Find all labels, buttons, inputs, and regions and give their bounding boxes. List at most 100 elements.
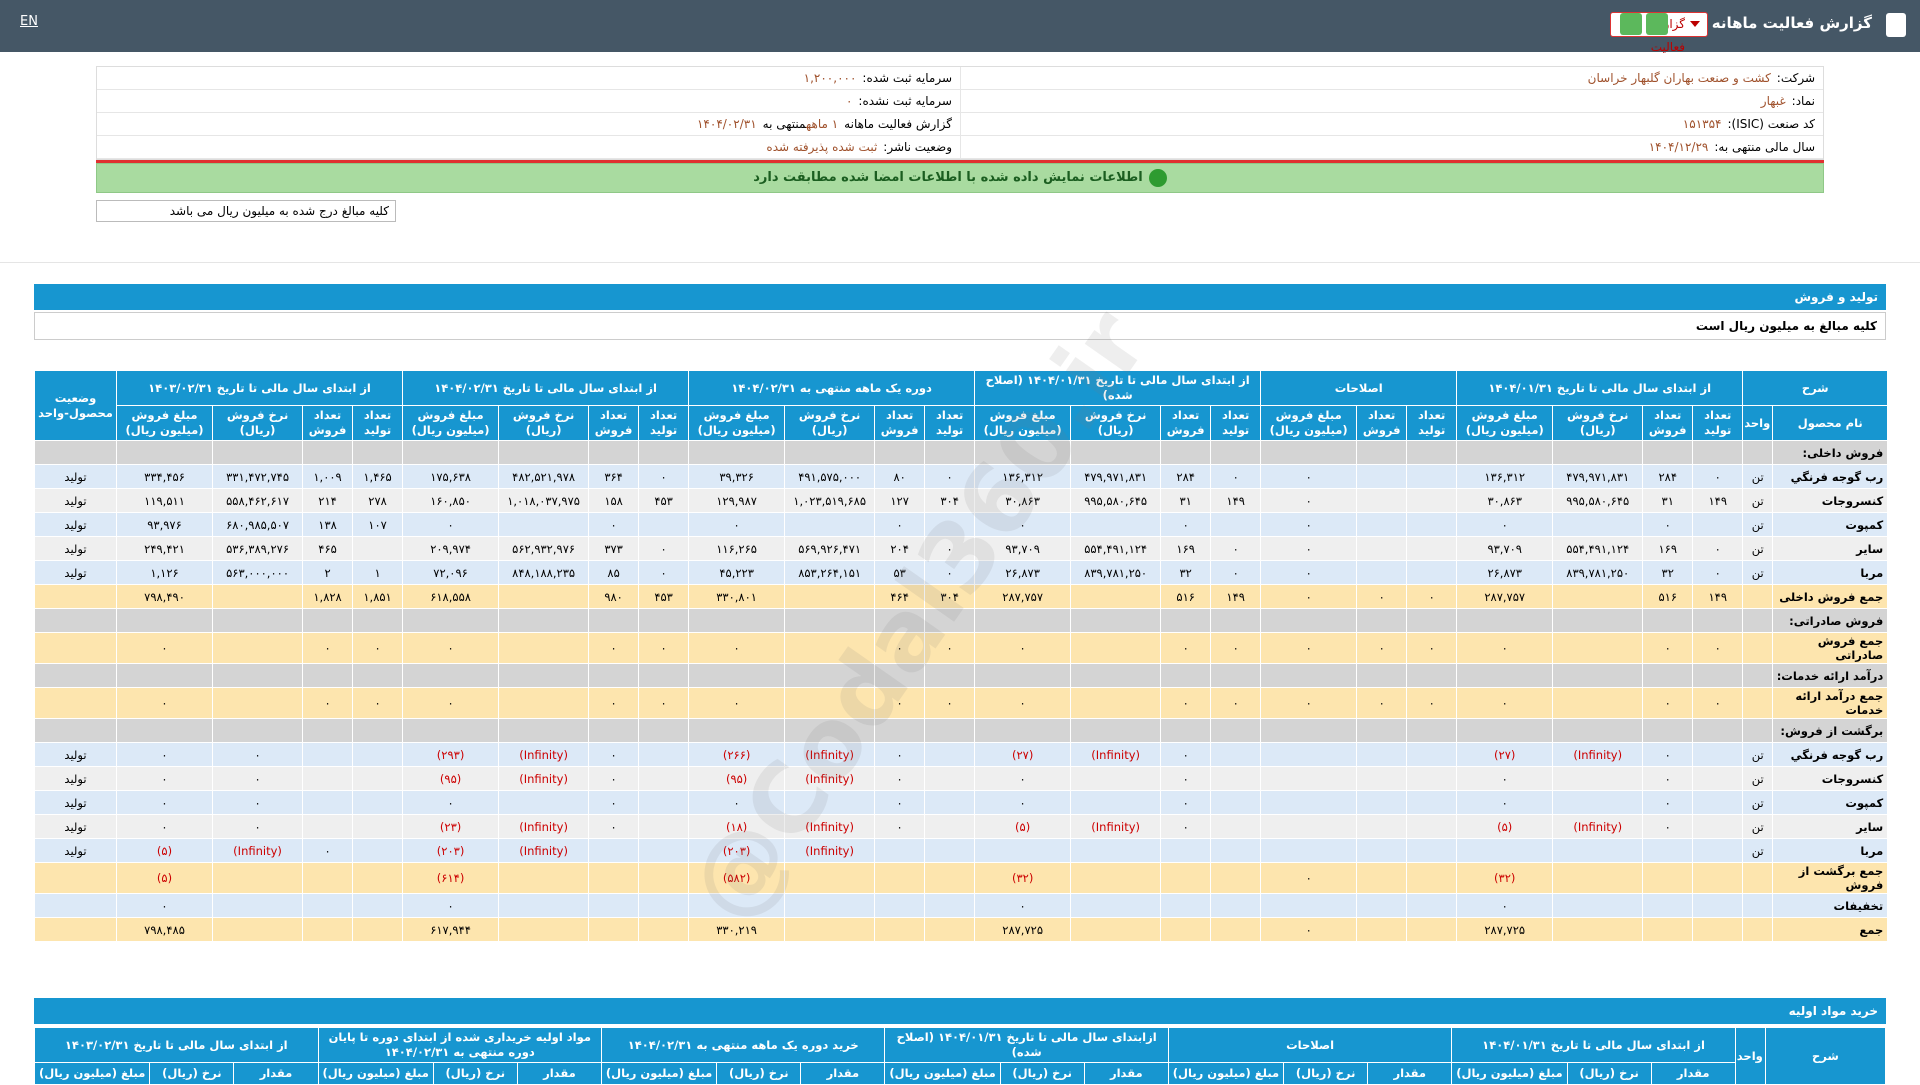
- cell: تولید: [35, 465, 117, 489]
- cell: [303, 664, 353, 688]
- cell: ۱۶۹: [1161, 537, 1211, 561]
- cell: [35, 918, 117, 942]
- cell: ۰: [1161, 688, 1211, 719]
- cell: [1357, 719, 1407, 743]
- next-button[interactable]: [1646, 13, 1668, 35]
- cell: [925, 839, 975, 863]
- cell: ۰: [1161, 767, 1211, 791]
- cell: [1261, 609, 1357, 633]
- cell: [1071, 719, 1161, 743]
- cell: تن: [1743, 537, 1773, 561]
- info-value: ۱۴۰۴/۱۲/۲۹: [1649, 140, 1709, 154]
- cell: ۰: [1643, 513, 1693, 537]
- cell: [925, 743, 975, 767]
- cell: [1071, 513, 1161, 537]
- header-cell: مبلغ فروش (میلیون ریال): [403, 406, 499, 441]
- group-header: از ابتدای سال مالی تا تاریخ ۱۴۰۴/۰۱/۳۱: [1457, 371, 1743, 406]
- cell: ۳۰,۸۶۳: [1457, 489, 1553, 513]
- cell: ۱۳۸: [303, 513, 353, 537]
- cell: [213, 894, 303, 918]
- cell: ۹۳,۷۰۹: [975, 537, 1071, 561]
- cell: ۰: [589, 633, 639, 664]
- cell: ۴۵۳: [639, 585, 689, 609]
- cell: ۰: [639, 465, 689, 489]
- cell: ۰: [1357, 585, 1407, 609]
- notice-text: اطلاعات نمایش داده شده با اطلاعات امضا ش…: [753, 170, 1143, 185]
- cell: ۰: [403, 791, 499, 815]
- cell: ۰: [1211, 561, 1261, 585]
- cell: [35, 609, 117, 633]
- cell: ۷۹۸,۴۹۰: [117, 585, 213, 609]
- cell: [1357, 815, 1407, 839]
- cell: ۰: [117, 894, 213, 918]
- header-cell: مبلغ (میلیون ریال): [35, 1063, 150, 1085]
- cell: تن: [1743, 489, 1773, 513]
- purchases-table: شرحواحداز ابتدای سال مالی تا تاریخ ۱۴۰۴/…: [34, 1027, 1886, 1085]
- cell: [1743, 441, 1773, 465]
- cell: [1407, 894, 1457, 918]
- header-cell: مقدار: [234, 1063, 318, 1085]
- page-title: گزارش فعالیت ماهانه: [1712, 14, 1872, 32]
- cell: ۰: [975, 633, 1071, 664]
- info-label: کد صنعت (ISIC):: [1727, 117, 1815, 131]
- info-label: شرکت:: [1777, 71, 1815, 85]
- cell: ۰: [975, 894, 1071, 918]
- cell: ۳۶۴: [589, 465, 639, 489]
- cell: [925, 719, 975, 743]
- cell: [1261, 791, 1357, 815]
- info-label: منتهی به: [763, 117, 806, 131]
- section-title: خرید مواد اولیه: [34, 998, 1886, 1024]
- cell: [303, 894, 353, 918]
- cell: [1261, 767, 1357, 791]
- cell: [499, 441, 589, 465]
- cell: [1743, 664, 1773, 688]
- cell: (۵): [1457, 815, 1553, 839]
- cell: ۰: [353, 633, 403, 664]
- cell: جمع برگشت از فروش: [1773, 863, 1888, 894]
- info-cell: سال مالی منتهی به:۱۴۰۴/۱۲/۲۹: [960, 136, 1823, 158]
- cell: [303, 791, 353, 815]
- cell: ۲۰۴: [875, 537, 925, 561]
- cell: [35, 863, 117, 894]
- cell: [1071, 791, 1161, 815]
- cell: ۱۴۹: [1211, 585, 1261, 609]
- cell: [1743, 894, 1773, 918]
- info-cell: سرمایه ثبت نشده:۰: [97, 90, 960, 112]
- cell: [785, 863, 875, 894]
- cell: [1643, 719, 1693, 743]
- cell: [303, 609, 353, 633]
- cell: (۵): [975, 815, 1071, 839]
- cell: [213, 633, 303, 664]
- cell: [689, 664, 785, 688]
- table-row: کنسروجاتتن۰۰۰۰۰(Infinity)(۹۵)۰(Infinity)…: [35, 767, 1888, 791]
- cell: [35, 894, 117, 918]
- cell: [875, 719, 925, 743]
- language-switch[interactable]: EN: [20, 14, 38, 29]
- cell: [1211, 863, 1261, 894]
- cell: [1357, 561, 1407, 585]
- cell: [1357, 465, 1407, 489]
- cell: [1693, 894, 1743, 918]
- header-cell: تعداد تولید: [1211, 406, 1261, 441]
- cell: ۶۸۰,۹۸۵,۵۰۷: [213, 513, 303, 537]
- cell: [1211, 743, 1261, 767]
- cell: ۱۳۶,۳۱۲: [975, 465, 1071, 489]
- cell: [975, 719, 1071, 743]
- cell: [1211, 441, 1261, 465]
- cell: ۳۳۱,۴۷۲,۷۴۵: [213, 465, 303, 489]
- cell: ۰: [1693, 633, 1743, 664]
- cell: [353, 537, 403, 561]
- cell: [1457, 609, 1553, 633]
- cell: [1071, 863, 1161, 894]
- cell: [303, 767, 353, 791]
- cell: ۰: [1161, 743, 1211, 767]
- cell: ۰: [875, 815, 925, 839]
- cell: [1357, 863, 1407, 894]
- cell: [403, 664, 499, 688]
- cell: سایر: [1773, 537, 1888, 561]
- cell: ۳۱: [1161, 489, 1211, 513]
- cell: ۹۸۰: [589, 585, 639, 609]
- table-row: درآمد ارائه خدمات:: [35, 664, 1888, 688]
- prev-button[interactable]: [1620, 13, 1642, 35]
- cell: [1693, 719, 1743, 743]
